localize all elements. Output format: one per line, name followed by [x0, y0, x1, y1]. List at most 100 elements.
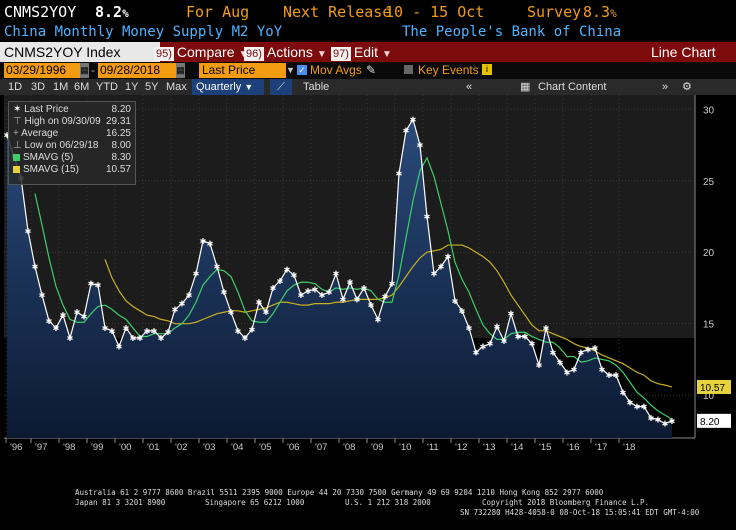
x-tick-label: '18	[623, 442, 635, 453]
security-header: CNMS2YOY 8.2% For Aug Next Release 10 - …	[0, 0, 736, 22]
key-events-checkbox[interactable]	[404, 65, 413, 74]
index-label[interactable]: CNMS2YOY Index	[0, 42, 160, 62]
x-tick-label: '14	[511, 442, 523, 453]
x-tick-label: '09	[371, 442, 383, 453]
range-1d[interactable]: 1D	[8, 81, 23, 93]
data-point-marker: ✱	[550, 348, 557, 357]
field-select[interactable]: Last Price	[199, 63, 286, 78]
data-point-marker: ✱	[4, 131, 11, 140]
data-point-marker: ✱	[445, 252, 452, 261]
security-description: China Monthly Money Supply M2 YoY	[4, 24, 283, 40]
data-point-marker: ✱	[123, 324, 130, 333]
ticker-label: CNMS2YOY	[4, 3, 77, 21]
data-point-marker: ✱	[235, 327, 242, 336]
data-point-marker: ✱	[172, 305, 179, 314]
data-point-marker: ✱	[165, 328, 172, 337]
data-point-marker: ✱	[284, 265, 291, 274]
data-point-marker: ✱	[102, 324, 109, 333]
chart-content-button[interactable]: Chart Content	[538, 81, 607, 93]
data-point-marker: ✱	[466, 324, 473, 333]
mov-avgs-checkbox[interactable]: ✓	[297, 65, 307, 75]
function-toolbar: CNMS2YOY Index 95)Compare▼ 96)Actions▼ 9…	[0, 42, 736, 62]
info-icon[interactable]: i	[482, 64, 492, 75]
data-point-marker: ✱	[389, 280, 396, 289]
controls-row: 03/29/1996 ▦ - 09/28/2018 ▦ Last Price ▼…	[0, 62, 736, 79]
last-value-tag	[697, 413, 731, 428]
last-price-line	[6, 117, 673, 425]
range-5y[interactable]: 5Y	[145, 81, 159, 93]
range-1y[interactable]: 1Y	[125, 81, 139, 93]
x-tick-label: '00	[119, 442, 131, 453]
pencil-icon[interactable]: ✎	[366, 63, 377, 77]
collapse-right-icon[interactable]: »	[662, 81, 669, 93]
chevron-down-icon: ▼	[239, 49, 249, 60]
data-point-marker: ✱	[214, 263, 221, 272]
x-tick-label: '15	[539, 442, 551, 453]
data-point-marker: ✱	[130, 334, 137, 343]
x-tick-label: '01	[147, 442, 159, 453]
period-label: For Aug	[186, 3, 250, 21]
data-point-marker: ✱	[627, 398, 634, 407]
y-tick-label: 20	[703, 248, 715, 259]
range-max[interactable]: Max	[166, 81, 187, 93]
data-point-marker: ✱	[116, 343, 123, 352]
data-point-marker: ✱	[564, 368, 571, 377]
range-6m[interactable]: 6M	[74, 81, 90, 93]
start-date-field[interactable]: 03/29/1996	[4, 63, 80, 78]
settings-gear-icon[interactable]: ⚙	[682, 81, 692, 93]
x-tick-label: '99	[91, 442, 103, 453]
last-price-area	[7, 119, 672, 438]
collapse-left-icon[interactable]: «	[466, 81, 473, 93]
footer: Australia 61 2 9777 8600 Brazil 5511 239…	[0, 461, 736, 530]
chart-content-icon: ▦	[520, 81, 531, 93]
data-point-marker: ✱	[382, 293, 389, 302]
data-point-marker: ✱	[410, 115, 417, 124]
data-point-marker: ✱	[263, 308, 270, 317]
data-point-marker: ✱	[179, 300, 186, 309]
data-point-marker: ✱	[438, 263, 445, 272]
calendar-icon[interactable]: ▦	[176, 63, 185, 78]
end-date-field[interactable]: 09/28/2018	[98, 63, 176, 78]
data-point-marker: ✱	[298, 291, 305, 300]
frequency-select[interactable]: Quarterly ▼	[192, 79, 264, 95]
data-point-marker: ✱	[144, 327, 151, 336]
data-point-marker: ✱	[242, 334, 249, 343]
survey-label: Survey	[527, 3, 582, 21]
table-button[interactable]: Table	[303, 81, 330, 93]
data-point-marker: ✱	[200, 237, 207, 246]
data-point-marker: ✱	[473, 348, 480, 357]
data-point-marker: ✱	[333, 270, 340, 279]
range-1m[interactable]: 1M	[53, 81, 69, 93]
data-point-marker: ✱	[396, 170, 403, 179]
x-tick-label: '17	[595, 442, 607, 453]
data-point-marker: ✱	[137, 334, 144, 343]
edit-button[interactable]: 97) Edit ▼	[331, 44, 392, 61]
data-point-marker: ✱	[340, 295, 347, 304]
data-point-marker: ✱	[424, 212, 431, 221]
range-row: 1D 3D 1M 6M YTD 1Y 5Y Max Quarterly ▼ ⟋ …	[0, 79, 736, 95]
x-tick-label: '12	[455, 442, 467, 453]
chevron-down-icon[interactable]: ▼	[286, 65, 295, 75]
legend-last-price: ✶ Last Price	[13, 104, 69, 115]
data-point-marker: ✱	[522, 333, 529, 342]
last-value-tag-label: 8.20	[700, 417, 720, 428]
range-ytd[interactable]: YTD	[96, 81, 118, 93]
data-point-marker: ✱	[620, 388, 627, 397]
actions-button[interactable]: 96) Actions ▼	[244, 44, 327, 61]
data-point-marker: ✱	[641, 403, 648, 412]
range-3d[interactable]: 3D	[31, 81, 46, 93]
data-point-marker: ✱	[452, 297, 459, 306]
legend-average-value: 16.25	[105, 128, 131, 139]
data-point-marker: ✱	[571, 365, 578, 374]
data-point-marker: ✱	[60, 311, 67, 320]
data-point-marker: ✱	[221, 288, 228, 297]
chart-type-icon[interactable]: ⟋	[270, 79, 292, 95]
x-tick-label: '04	[231, 442, 243, 453]
compare-button[interactable]: 95)Compare▼	[154, 43, 248, 61]
data-point-marker: ✱	[487, 340, 494, 349]
line-chart: 10 15 20 25 30 '96 '97 '98 '99 '00 '01 '02 '03 '04 '05…	[0, 95, 736, 461]
data-point-marker: ✱	[536, 361, 543, 370]
data-point-marker: ✱	[557, 358, 564, 367]
calendar-icon[interactable]: ▦	[80, 63, 89, 78]
x-tick-label: '97	[35, 442, 47, 453]
